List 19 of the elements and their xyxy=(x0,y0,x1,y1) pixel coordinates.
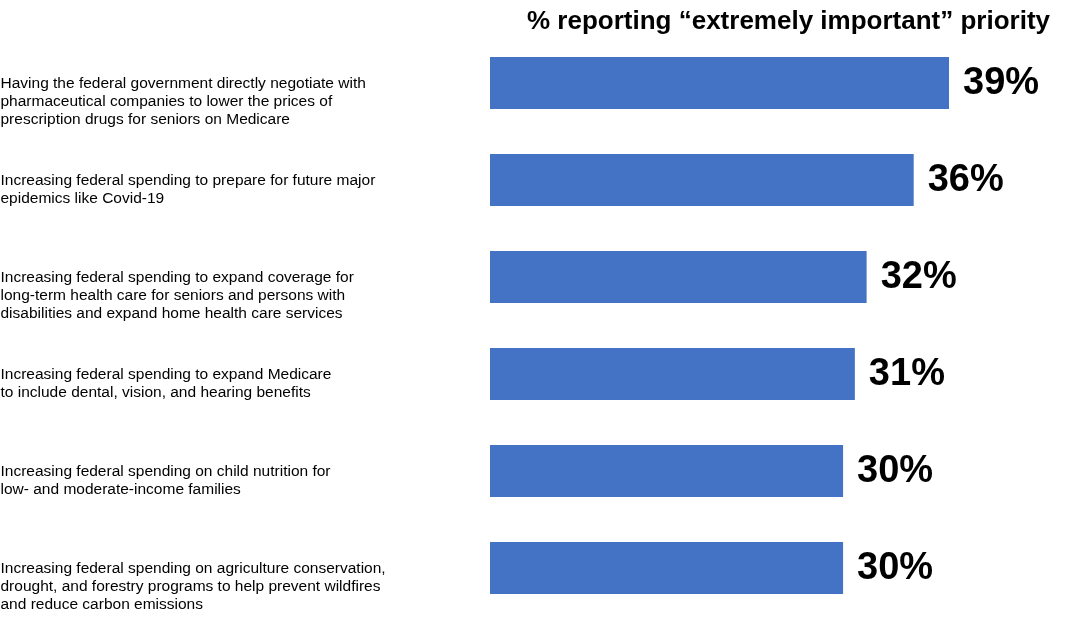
data-label: 39% xyxy=(963,60,1040,103)
y-tick-label: Increasing federal spending to expand Medicare to include dental, vision, and hearing benefits xyxy=(0,364,332,400)
data-label: 36% xyxy=(927,157,1004,200)
y-tick-label: Having the federal government directly negotiate with pharmaceutical companies to lower the prices of prescription drugs for seniors on Medicare xyxy=(0,74,366,128)
bar xyxy=(490,154,914,207)
data-label: 32% xyxy=(880,254,957,297)
chart-title: % reporting “extremely important” priority xyxy=(527,5,1051,35)
data-label: 30% xyxy=(857,447,934,490)
y-tick-label: Increasing federal spending to prepare for future major epidemics like Covid-19 xyxy=(0,171,376,207)
bar xyxy=(490,444,844,497)
bar xyxy=(490,347,855,400)
bar xyxy=(490,541,844,594)
data-label: 30% xyxy=(857,544,934,587)
y-tick-label: Increasing federal spending on child nutrition for low- and moderate-income families xyxy=(0,461,331,497)
y-tick-label: Increasing federal spending to expand coverage for long-term health care for seniors and persons with disabilities and expand home health care services xyxy=(0,268,354,322)
data-label: 31% xyxy=(868,350,945,393)
bar xyxy=(490,251,867,304)
bar xyxy=(490,57,950,110)
y-tick-label: Increasing federal spending on agriculture conservation, drought, and forestry programs to help prevent wildfires and reduce carbon emissions xyxy=(0,558,386,612)
